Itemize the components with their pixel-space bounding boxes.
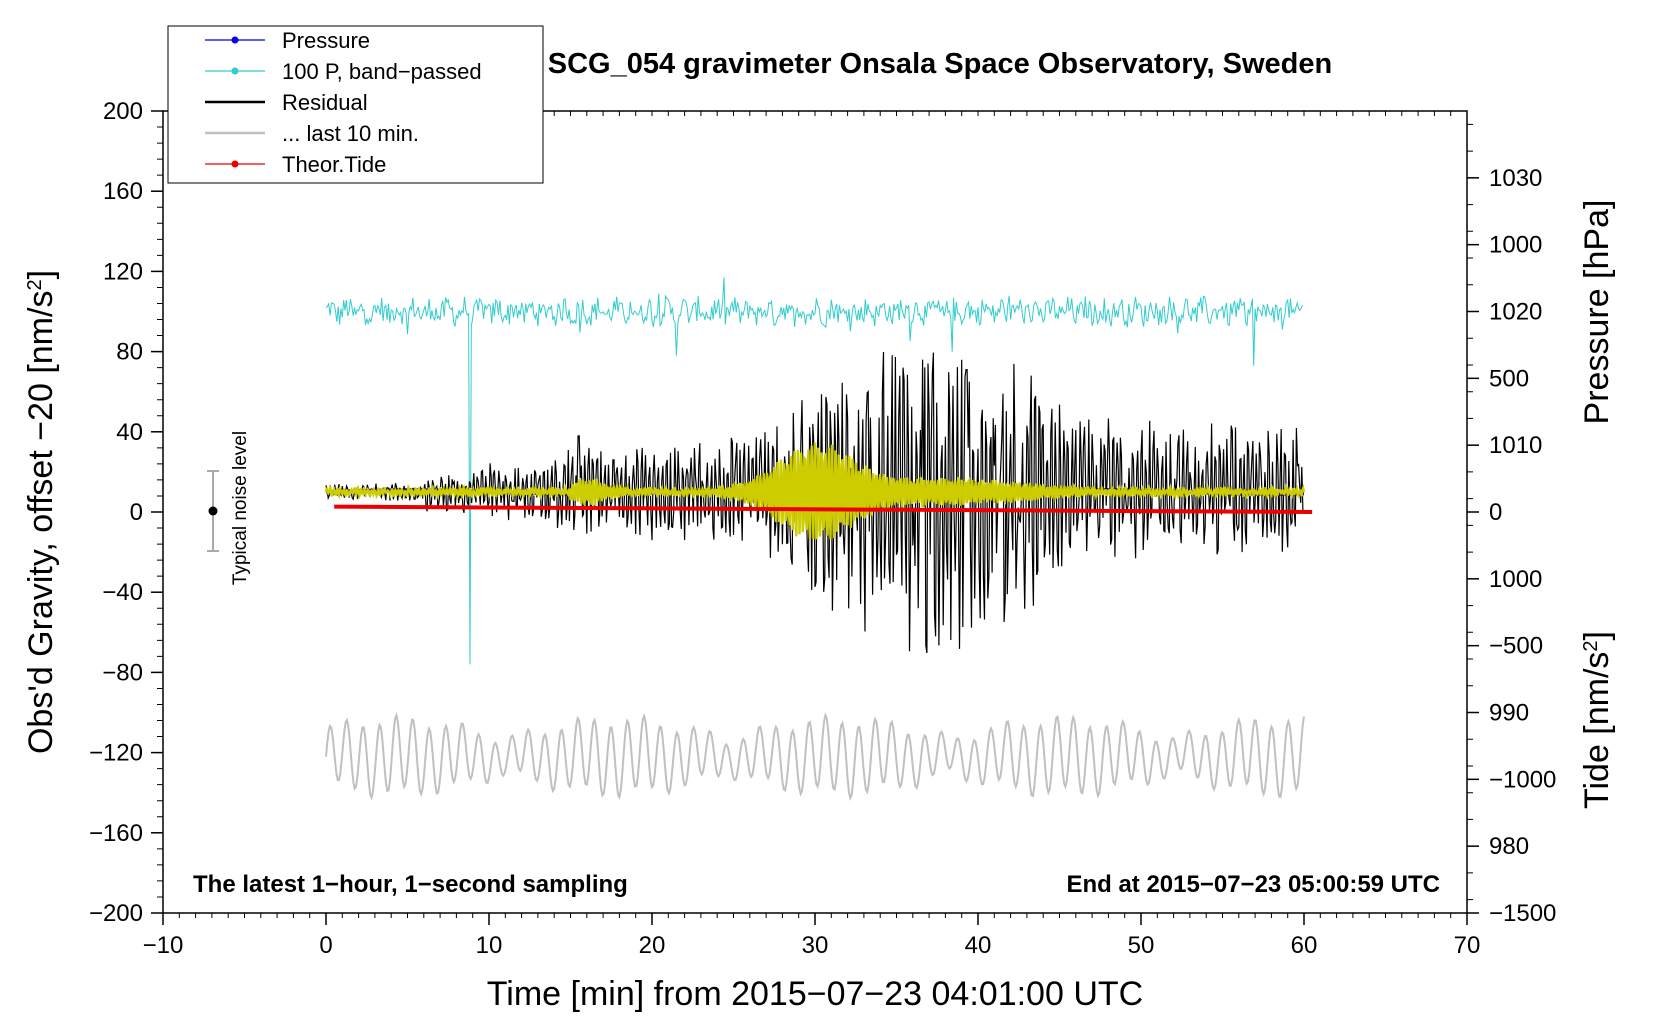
y-left-label-main: Obs'd Gravity, offset −20 [nm/s xyxy=(22,291,60,754)
y-left-tick-label: 120 xyxy=(103,258,143,285)
series-layer xyxy=(324,277,1313,802)
pressure-tick-label: 990 xyxy=(1489,700,1529,727)
y-left-tick-label: −40 xyxy=(102,579,143,606)
pressure-axis-label: Pressure [hPa] xyxy=(1578,200,1616,425)
y-left-axis-ticks: 200 160 120 80 40 0 −40 −80 −120 −160 −200 xyxy=(89,98,163,927)
y-left-tick-label: −200 xyxy=(89,900,143,927)
y-left-tick-label: 0 xyxy=(130,499,143,526)
series-last-10-min xyxy=(325,712,1305,802)
y-left-tick-label: 200 xyxy=(103,98,143,125)
legend-label-bandpassed: 100 P, band−passed xyxy=(282,59,482,84)
legend-item-residual: Residual xyxy=(205,90,368,115)
tide-label-sup: 2 xyxy=(1580,640,1602,651)
legend-marker-bandpassed xyxy=(231,67,239,75)
x-tick-label: 70 xyxy=(1454,932,1481,959)
x-tick-label: 40 xyxy=(965,932,992,959)
series-pressure-bandpassed xyxy=(325,277,1304,665)
pressure-tick-label: 1020 xyxy=(1489,299,1542,326)
legend-item-pressure: Pressure xyxy=(205,28,370,53)
chart-title: SCG_054 gravimeter Onsala Space Observat… xyxy=(548,48,1332,80)
legend-item-last10: ... last 10 min. xyxy=(205,121,419,146)
y-left-tick-label: 80 xyxy=(116,339,143,366)
series-theor-tide xyxy=(334,504,1313,514)
pressure-tick-label: 1030 xyxy=(1489,165,1542,192)
tide-tick-label: −1500 xyxy=(1489,900,1556,927)
y-left-tick-label: −120 xyxy=(89,740,143,767)
pressure-tick-label: 1010 xyxy=(1489,432,1542,459)
noise-indicator: Typical noise level xyxy=(207,431,251,585)
y-left-tick-label: −160 xyxy=(89,820,143,847)
y-left-label-sup: 2 xyxy=(24,279,46,290)
x-tick-label: 10 xyxy=(476,932,503,959)
legend-marker-tide xyxy=(231,160,239,168)
legend-marker-pressure xyxy=(231,36,239,44)
tide-tick-label: 500 xyxy=(1489,365,1529,392)
y-left-label-end: ] xyxy=(22,270,60,279)
legend: Pressure 100 P, band−passed Residual ...… xyxy=(167,25,544,184)
tide-axis-ticks: 1000 500 0 −500 −1000 −1500 xyxy=(1467,232,1556,927)
x-axis-ticks: −10 0 10 20 30 40 50 60 70 xyxy=(143,913,1481,959)
x-tick-label: 60 xyxy=(1291,932,1318,959)
tide-tick-label: 0 xyxy=(1489,499,1502,526)
tide-label-end: ] xyxy=(1578,631,1616,640)
x-tick-label: 30 xyxy=(802,932,829,959)
legend-label-residual: Residual xyxy=(282,90,368,115)
noise-center-dot xyxy=(208,506,218,516)
tide-tick-label: 1000 xyxy=(1489,232,1542,259)
footer-right-note: End at 2015−07−23 05:00:59 UTC xyxy=(1066,871,1440,898)
legend-label-last10: ... last 10 min. xyxy=(282,121,419,146)
y-left-tick-label: 40 xyxy=(116,419,143,446)
x-tick-label: 50 xyxy=(1128,932,1155,959)
x-tick-label: 20 xyxy=(639,932,666,959)
pressure-tick-label: 980 xyxy=(1489,833,1529,860)
y-left-tick-label: 160 xyxy=(103,178,143,205)
y-left-axis-label: Obs'd Gravity, offset −20 [nm/s2] xyxy=(22,270,60,754)
x-tick-label: 0 xyxy=(319,932,332,959)
y-left-tick-label: −80 xyxy=(102,659,143,686)
tide-tick-label: −500 xyxy=(1489,633,1543,660)
legend-label-pressure: Pressure xyxy=(282,28,370,53)
pressure-tick-label: 1000 xyxy=(1489,566,1542,593)
tide-axis-label: Tide [nm/s2] xyxy=(1578,631,1616,809)
legend-item-bandpassed: 100 P, band−passed xyxy=(205,59,482,84)
tide-label-main: Tide [nm/s xyxy=(1578,652,1616,809)
pressure-axis-ticks: 1030 1020 1010 1000 990 980 xyxy=(1467,165,1542,860)
series-residual-lowpass xyxy=(324,442,1306,540)
footer-left-note: The latest 1−hour, 1−second sampling xyxy=(193,871,628,898)
legend-item-tide: Theor.Tide xyxy=(205,152,386,177)
legend-box xyxy=(167,25,544,184)
tide-tick-label: −1000 xyxy=(1489,766,1556,793)
x-tick-label: −10 xyxy=(143,932,184,959)
x-axis-label: Time [min] from 2015−07−23 04:01:00 UTC xyxy=(487,975,1143,1013)
legend-label-tide: Theor.Tide xyxy=(282,152,386,177)
noise-label: Typical noise level xyxy=(230,431,251,585)
